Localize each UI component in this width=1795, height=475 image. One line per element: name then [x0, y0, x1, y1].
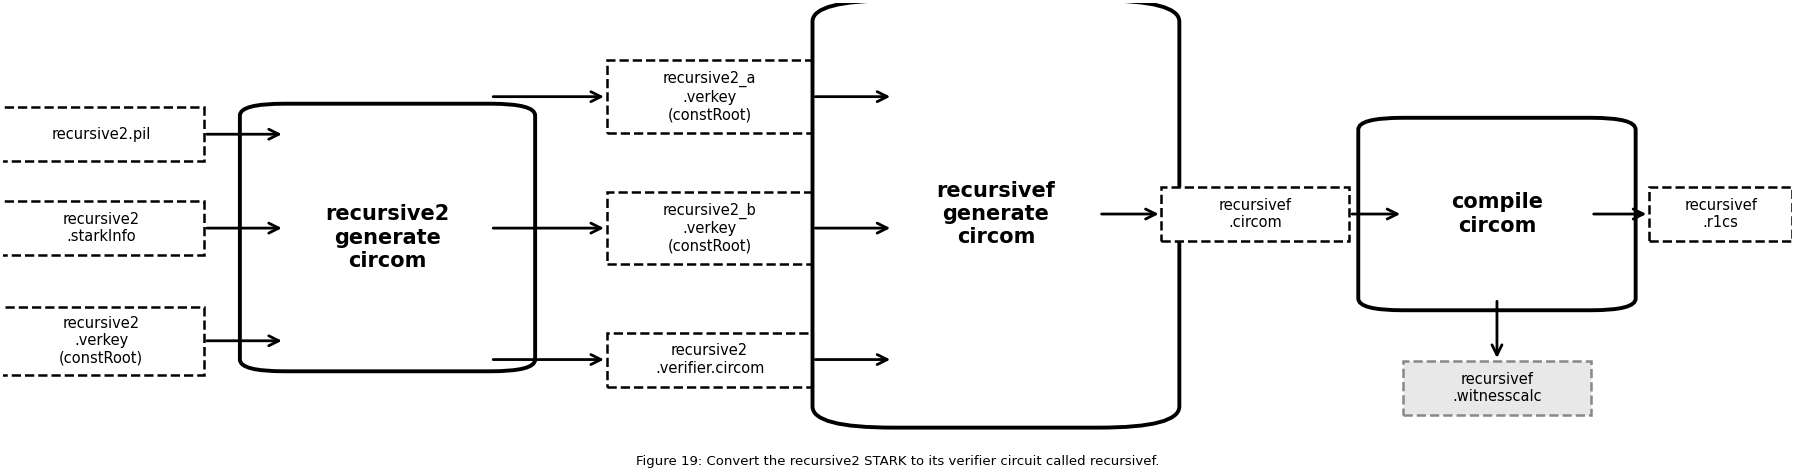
FancyBboxPatch shape [607, 60, 813, 133]
Text: recursivef
.r1cs: recursivef .r1cs [1684, 198, 1757, 230]
Text: recursive2
.verifier.circom: recursive2 .verifier.circom [655, 343, 765, 376]
FancyBboxPatch shape [607, 192, 813, 265]
FancyBboxPatch shape [0, 201, 205, 255]
Text: compile
circom: compile circom [1450, 192, 1544, 236]
FancyBboxPatch shape [607, 332, 813, 387]
Text: recursive2.pil: recursive2.pil [52, 127, 151, 142]
FancyBboxPatch shape [1650, 187, 1791, 241]
Text: recursive2
generate
circom: recursive2 generate circom [325, 204, 449, 271]
Text: Figure 19: Convert the recursive2 STARK to its verifier circuit called recursive: Figure 19: Convert the recursive2 STARK … [635, 455, 1160, 467]
Text: recursivef
.witnesscalc: recursivef .witnesscalc [1452, 371, 1542, 404]
FancyBboxPatch shape [1404, 361, 1590, 415]
FancyBboxPatch shape [0, 107, 205, 161]
FancyBboxPatch shape [1359, 118, 1635, 310]
Text: recursivef
generate
circom: recursivef generate circom [937, 181, 1055, 247]
FancyBboxPatch shape [0, 307, 205, 375]
FancyBboxPatch shape [813, 0, 1179, 428]
FancyBboxPatch shape [241, 104, 535, 371]
Text: recursive2
.verkey
(constRoot): recursive2 .verkey (constRoot) [59, 316, 144, 366]
Text: recursive2
.starkInfo: recursive2 .starkInfo [63, 212, 140, 244]
Text: recursive2_b
.verkey
(constRoot): recursive2_b .verkey (constRoot) [662, 203, 756, 254]
Text: recursive2_a
.verkey
(constRoot): recursive2_a .verkey (constRoot) [662, 71, 756, 122]
Text: recursivef
.circom: recursivef .circom [1219, 198, 1292, 230]
FancyBboxPatch shape [1161, 187, 1350, 241]
